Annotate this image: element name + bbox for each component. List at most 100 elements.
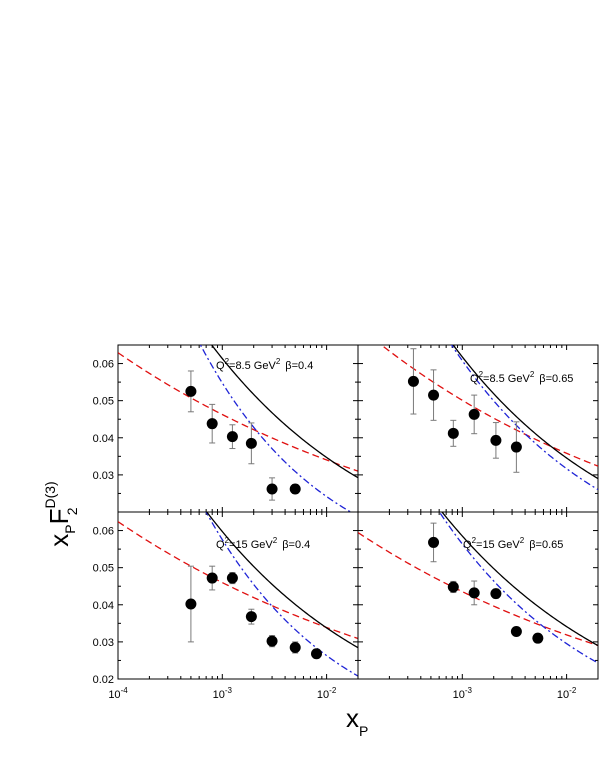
label-q-text: =15 GeV [229, 539, 273, 551]
panel-label: Q2=15 GeV2 β=0.65 [463, 536, 563, 551]
x-tick-exp: -4 [121, 686, 129, 695]
label-gev-sup: 2 [273, 536, 278, 545]
label-q-text: =15 GeV [476, 539, 520, 551]
curve-dashed [358, 532, 598, 647]
data-points [185, 565, 322, 660]
label-q-sup: 2 [225, 536, 230, 545]
label-q: Q [470, 373, 479, 385]
y-tick-label: 0.04 [93, 433, 114, 445]
panel-frame [357, 511, 599, 680]
label-gev-sup: 2 [520, 536, 525, 545]
label-beta: β=0.65 [539, 373, 573, 385]
data-point [428, 536, 440, 548]
curves-group [358, 512, 598, 664]
curve-dashed [118, 521, 358, 640]
data-point [245, 437, 257, 449]
label-q: Q [216, 539, 225, 551]
data-point [490, 588, 502, 600]
label-q-sup: 2 [479, 370, 484, 379]
data-point [428, 389, 440, 401]
data-point [532, 632, 544, 644]
y-tick-label: 0.03 [93, 470, 114, 482]
x-tick-labels: 10-4 10-3 10-2 10-3 10-2 [108, 686, 577, 701]
y-title-sub1: P [62, 524, 78, 533]
panel-label: Q2=8.5 GeV2 β=0.4 [216, 357, 313, 372]
data-point [185, 598, 197, 610]
y-title-sub2: 2 [64, 507, 80, 515]
curve-dashdot [438, 512, 598, 664]
x-tick-base: 10 [453, 689, 465, 701]
y-tick-label: 0.05 [93, 396, 114, 408]
data-point [206, 418, 218, 430]
curve-solid [206, 512, 358, 649]
x-tick-label: 10-4 [108, 686, 128, 701]
label-q-text: =8.5 GeV [229, 360, 276, 372]
data-point [447, 581, 459, 593]
x-tick-label: 10-3 [213, 686, 233, 701]
x-tick-exp: -3 [465, 686, 473, 695]
panel-label: Q2=15 GeV2 β=0.4 [216, 536, 310, 551]
data-points [185, 370, 301, 501]
curves-group [118, 345, 358, 512]
label-beta: β=0.4 [285, 360, 313, 372]
data-point [447, 427, 459, 439]
y-tick-label: 0.06 [93, 359, 114, 371]
data-point [185, 385, 197, 397]
data-point [206, 572, 218, 584]
data-point [310, 648, 322, 660]
label-q-sup: 2 [225, 357, 230, 366]
panels-group: 0.030.040.050.06 Q2=8.5 GeV2 β=0.4Q2=8.5 G… [93, 344, 599, 686]
label-gev-sup: 2 [530, 370, 535, 379]
x-title-sub: P [359, 723, 368, 739]
x-title-main: x [346, 703, 359, 733]
curve-solid [452, 345, 598, 480]
panel-bottom-right: Q2=15 GeV2 β=0.65 [357, 511, 599, 680]
y-tick-label: 0.04 [93, 600, 114, 612]
x-tick-base: 10 [557, 689, 569, 701]
y-tick-label: 0.06 [93, 526, 114, 538]
data-point [510, 625, 522, 637]
x-tick-base: 10 [317, 689, 329, 701]
data-point [226, 572, 238, 584]
x-tick-base: 10 [213, 689, 225, 701]
data-point [490, 434, 502, 446]
curves-group [380, 345, 598, 491]
x-tick-exp: -3 [225, 686, 233, 695]
y-tick-label: 0.05 [93, 563, 114, 575]
data-point [468, 408, 480, 420]
data-point [289, 483, 301, 495]
y-title-main: x [44, 534, 74, 547]
data-point [510, 441, 522, 453]
data-points [407, 348, 522, 473]
x-tick-base: 10 [108, 689, 120, 701]
panel-top-right: Q2=8.5 GeV2 β=0.65 [357, 344, 599, 513]
curve-dashdot [199, 345, 352, 512]
label-q: Q [463, 539, 472, 551]
svg-text:xP: xP [346, 703, 368, 739]
y-title-sup: D(3) [42, 481, 58, 508]
data-point [289, 641, 301, 653]
label-q: Q [216, 360, 225, 372]
y-title-main2: F [44, 509, 74, 525]
x-tick-exp: -2 [329, 686, 337, 695]
data-point [266, 483, 278, 495]
data-point [266, 635, 278, 647]
svg-text:xPFD(3)2: xPFD(3) 2 [42, 481, 80, 546]
panel-label: Q2=8.5 GeV2 β=0.65 [470, 370, 573, 385]
label-beta: β=0.4 [282, 539, 310, 551]
x-tick-label: 10-2 [317, 686, 337, 701]
curve-solid [441, 512, 598, 647]
x-tick-label: 10-3 [453, 686, 473, 701]
label-q-text: =8.5 GeV [483, 373, 530, 385]
label-gev-sup: 2 [276, 357, 281, 366]
data-point [468, 587, 480, 599]
data-points [428, 522, 544, 644]
panel-top-left: 0.030.040.050.06 Q2=8.5 GeV2 β=0.4 [93, 344, 359, 513]
y-tick-label: 0.02 [93, 674, 114, 686]
label-beta: β=0.65 [529, 539, 563, 551]
data-point [407, 375, 419, 387]
x-axis-title: xP [346, 703, 368, 739]
